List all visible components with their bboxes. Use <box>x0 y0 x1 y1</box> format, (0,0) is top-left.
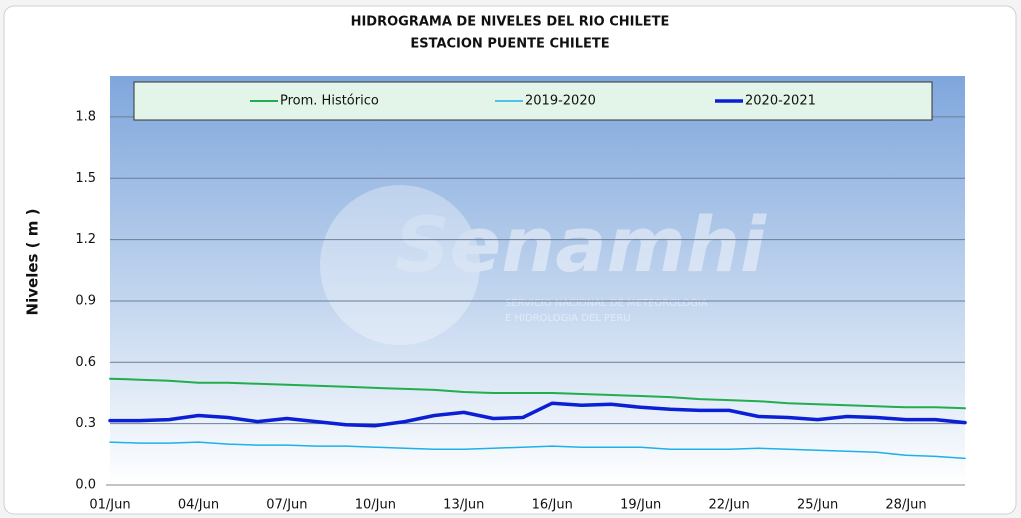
x-tick-label: 13/Jun <box>443 498 484 513</box>
x-tick-label: 04/Jun <box>178 498 219 513</box>
watermark-logo <box>320 185 480 345</box>
x-tick-label: 01/Jun <box>89 498 130 513</box>
watermark-line: SERVICIO NACIONAL DE METEOROLOGIA <box>505 298 708 309</box>
series-line <box>109 441 966 460</box>
x-tick-label: 19/Jun <box>620 498 661 513</box>
y-axis-label: Niveles ( m ) <box>24 209 42 316</box>
y-tick-label: 1.8 <box>75 109 96 124</box>
watermark: Senamhi SERVICIO NACIONAL DE METEOROLOGI… <box>320 185 767 345</box>
x-tick-label: 22/Jun <box>709 498 750 513</box>
y-tick-label: 0.0 <box>75 478 96 493</box>
legend-label: Prom. Histórico <box>280 94 379 109</box>
y-tick-label: 0.9 <box>75 293 96 308</box>
series-line <box>109 377 966 410</box>
y-tick-label: 1.5 <box>75 171 96 186</box>
y-tick-label: 1.2 <box>75 232 96 247</box>
chart-title: HIDROGRAMA DE NIVELES DEL RIO CHILETE <box>351 15 670 30</box>
plot-area <box>110 76 965 485</box>
legend-label: 2020-2021 <box>745 94 816 109</box>
x-tick-label: 28/Jun <box>885 498 926 513</box>
y-tick-label: 0.6 <box>75 355 96 370</box>
chart-subtitle: ESTACION PUENTE CHILETE <box>410 37 609 52</box>
watermark-title: Senamhi <box>395 200 767 289</box>
y-tick-label: 0.3 <box>75 416 96 431</box>
x-tick-label: 16/Jun <box>532 498 573 513</box>
x-tick-label: 07/Jun <box>266 498 307 513</box>
x-tick-label: 10/Jun <box>355 498 396 513</box>
legend-label: 2019-2020 <box>525 94 596 109</box>
series-line <box>108 401 967 428</box>
watermark-line: E HIDROLOGIA DEL PERU <box>505 313 631 324</box>
x-tick-label: 25/Jun <box>797 498 838 513</box>
